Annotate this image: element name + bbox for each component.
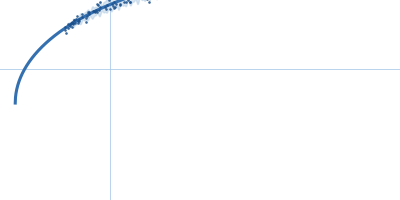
Point — [90, 9, 96, 12]
Point — [75, 19, 82, 22]
Point — [70, 22, 76, 25]
Point — [113, 3, 120, 6]
Point — [85, 10, 91, 13]
Point — [79, 16, 85, 19]
Point — [68, 25, 75, 28]
Point — [72, 21, 78, 25]
Point — [86, 10, 92, 13]
Point — [107, 8, 114, 11]
Point — [97, 0, 104, 4]
Point — [67, 24, 74, 27]
Point — [62, 25, 68, 28]
Point — [97, 5, 103, 8]
Point — [68, 22, 75, 25]
Point — [73, 18, 79, 21]
Point — [90, 9, 97, 13]
Point — [106, 0, 113, 2]
Point — [124, 0, 131, 2]
Point — [146, 0, 152, 4]
Point — [110, 4, 116, 8]
Point — [104, 3, 110, 6]
Point — [127, 0, 133, 3]
Point — [79, 13, 85, 16]
Point — [109, 3, 115, 6]
Point — [96, 8, 102, 11]
Point — [92, 11, 98, 14]
Point — [75, 19, 82, 22]
Point — [70, 18, 77, 21]
Point — [62, 29, 68, 32]
Point — [111, 7, 118, 10]
Point — [65, 26, 71, 29]
Point — [95, 4, 101, 7]
Point — [63, 31, 69, 34]
Point — [69, 21, 75, 24]
Point — [92, 8, 99, 11]
Point — [83, 17, 89, 20]
Point — [70, 18, 77, 21]
Point — [111, 5, 118, 9]
Point — [111, 1, 117, 4]
Point — [74, 15, 80, 18]
Point — [94, 2, 100, 5]
Point — [116, 2, 123, 5]
Point — [64, 23, 71, 26]
Point — [93, 10, 100, 13]
Point — [76, 17, 82, 20]
Point — [103, 8, 110, 11]
Point — [83, 20, 89, 24]
Point — [101, 6, 108, 9]
Point — [126, 0, 133, 3]
Point — [75, 22, 82, 25]
Point — [122, 0, 129, 4]
Point — [84, 15, 90, 18]
Point — [117, 3, 124, 6]
Point — [120, 1, 127, 4]
Point — [86, 13, 93, 16]
Point — [70, 22, 76, 25]
Point — [66, 23, 73, 26]
